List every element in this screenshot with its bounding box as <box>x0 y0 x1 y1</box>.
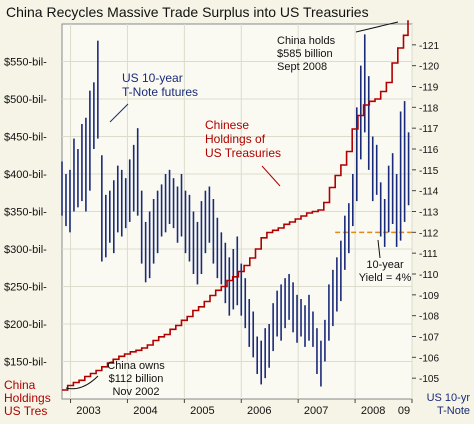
annotation-china-owns-line-2: Nov 2002 <box>112 386 159 398</box>
right-tick-label: -110 <box>419 270 439 281</box>
left-axis-ticks: $150-bil- $200-bil- $250-bil- $300-bil- $350… <box>4 57 47 369</box>
right-tick-label: -114 <box>419 187 439 198</box>
left-axis-title-line-1: Holdings <box>4 391 51 405</box>
right-tick-label: -107 <box>419 333 439 344</box>
annotation-yield-line-1: Yield = 4% <box>359 272 412 284</box>
right-tick-label: -113 <box>419 208 439 219</box>
right-tick-label: -109 <box>419 291 439 302</box>
china-holds-leader <box>355 21 399 33</box>
right-axis-ticks: -105 -106 -107 -108 -109 -110 -111 -112 -113 -114… <box>412 41 439 385</box>
annotation-china-owns-line-0: China owns <box>107 360 165 372</box>
right-tick-label: -111 <box>419 249 438 260</box>
right-tick-label: -108 <box>419 312 439 323</box>
holdings-series-label-line-0: Chinese <box>205 118 249 132</box>
yield-leader <box>377 239 381 259</box>
annotation-china-holds-line-0: China holds <box>277 35 336 47</box>
holdings-step-line <box>62 20 409 391</box>
x-axis-ticks: 2003 2004 2005 2006 2007 2008 09 <box>70 399 413 417</box>
right-tick-label: -121 <box>419 41 439 52</box>
right-tick-label: -105 <box>419 374 439 385</box>
left-tick-label: $150-bil- <box>4 357 47 369</box>
china-owns-leader <box>65 375 99 390</box>
left-tick-label: $500-bil- <box>4 94 47 106</box>
right-tick-label: -120 <box>419 62 439 73</box>
right-tick-label: -119 <box>419 83 439 94</box>
annotation-china-owns-line-1: $112 billion <box>109 373 164 385</box>
right-tick-label: -115 <box>419 166 439 177</box>
left-tick-label: $450-bil- <box>4 132 47 144</box>
x-tick-label: 2006 <box>247 405 271 417</box>
holdings-line-layer <box>62 20 409 391</box>
annotation-yield-line-0: 10-year <box>366 259 404 271</box>
x-tick-label: 2004 <box>133 405 157 417</box>
x-tick-label: 2008 <box>361 405 385 417</box>
right-tick-label: -117 <box>419 124 439 135</box>
x-tick-label: 2003 <box>76 405 100 417</box>
left-tick-label: $300-bil- <box>4 244 47 256</box>
chart-title: China Recycles Massive Trade Surplus int… <box>6 4 369 20</box>
tnote-series-label-line-1: T-Note futures <box>122 85 198 99</box>
tnote-series-label-line-0: US 10-year <box>122 71 183 85</box>
x-tick-label: 2005 <box>190 405 214 417</box>
right-tick-label: -106 <box>419 353 439 364</box>
holdings-label-leader <box>261 165 281 187</box>
right-tick-label: -116 <box>419 145 439 156</box>
left-tick-label: $200-bil- <box>4 319 47 331</box>
left-tick-label: $250-bil- <box>4 282 47 294</box>
left-tick-label: $350-bil- <box>4 207 47 219</box>
right-tick-label: -112 <box>419 228 439 239</box>
x-tick-label: 09 <box>398 405 410 417</box>
right-axis-title-line-1: T-Note <box>437 405 470 417</box>
left-axis-title-line-2: US Tres <box>4 404 47 418</box>
right-tick-label: -118 <box>419 103 439 114</box>
holdings-series-label-line-1: Holdings of <box>205 132 266 146</box>
left-tick-label: $400-bil- <box>4 169 47 181</box>
left-axis-title-line-0: China <box>4 378 36 392</box>
tnote-bars <box>61 34 410 387</box>
annotation-china-holds-line-1: $585 billion <box>277 48 333 60</box>
holdings-series-label-line-2: US Treasuries <box>205 146 281 160</box>
left-tick-label: $550-bil- <box>4 57 47 69</box>
tnote-label-leader <box>109 103 129 123</box>
right-axis-title-line-0: US 10-yr <box>427 392 471 404</box>
annotation-china-holds-line-2: Sept 2008 <box>277 61 327 73</box>
x-tick-label: 2007 <box>304 405 328 417</box>
